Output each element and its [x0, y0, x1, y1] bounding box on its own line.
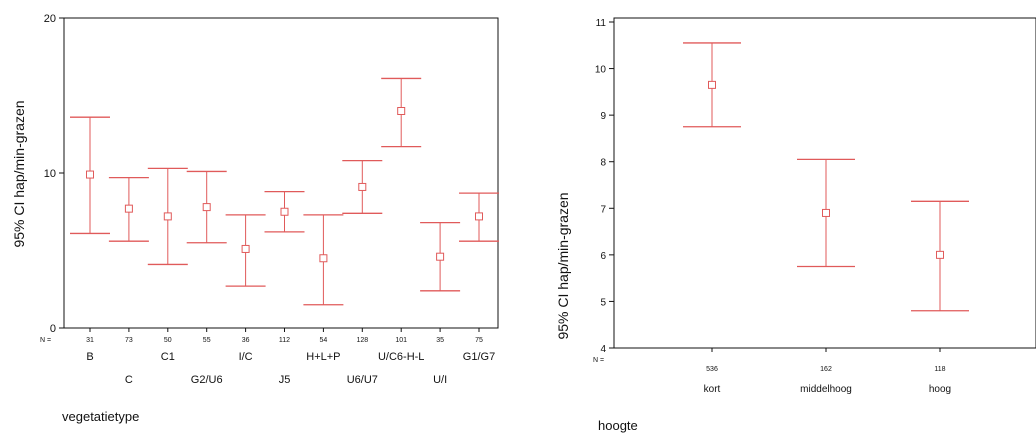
y-tick-label: 20: [44, 13, 56, 25]
mean-marker: [163, 212, 172, 221]
mean-marker: [475, 212, 483, 221]
n-count-label: 536: [706, 366, 718, 373]
y-tick-label: 7: [600, 204, 606, 215]
y-axis-label: 95% CI hap/min-grazen: [555, 192, 571, 339]
y-tick-label: 0: [50, 323, 56, 335]
plot-frame: [63, 17, 499, 329]
category-label: I/C: [239, 351, 253, 363]
mean-marker: [241, 244, 250, 253]
category-labels: 536 kort 162 middelhoog 118 hoog: [704, 348, 951, 395]
n-label: N =: [593, 357, 604, 364]
n-count-label: 36: [242, 337, 250, 344]
category-label: hoog: [929, 384, 951, 395]
n-count-label: 55: [203, 337, 211, 344]
category-label: kort: [704, 384, 721, 395]
category-label: C: [125, 374, 133, 386]
mean-marker: [202, 203, 211, 212]
category-label: U/C6-H-L: [378, 351, 424, 363]
chart-hoogte: 95% CI hap/min-grazen hoogte N = 4 5 6 7 8 9 1…: [555, 17, 1036, 433]
category-labels: 31 B 73 C 50 C1 55 G2/U6 36 I/C 112 J5 54 H+L+P 128 U6/…: [86, 328, 495, 386]
mean-marker: [280, 207, 289, 216]
y-tick-label: 6: [600, 251, 606, 262]
category-label: H+L+P: [306, 351, 340, 363]
mean-marker: [86, 170, 94, 179]
n-count-label: 101: [395, 337, 407, 344]
mean-marker: [358, 182, 367, 191]
n-label: N =: [40, 337, 51, 344]
mean-marker: [708, 80, 716, 89]
plot-frame: [613, 17, 1036, 349]
n-count-label: 31: [86, 337, 94, 344]
category-label: middelhoog: [800, 384, 852, 395]
mean-marker: [436, 252, 445, 261]
n-count-label: 75: [475, 337, 483, 344]
y-tick-label: 4: [600, 344, 606, 355]
category-label: B: [86, 351, 93, 363]
category-label: G1/G7: [463, 351, 495, 363]
category-label: G2/U6: [191, 374, 223, 386]
mean-marker: [822, 208, 830, 217]
y-ticks: 0 10 20: [44, 13, 64, 335]
n-count-label: 118: [934, 366, 945, 373]
n-count-label: 54: [320, 337, 328, 344]
x-axis-label: vegetatietype: [62, 409, 139, 424]
n-count-label: 162: [820, 366, 832, 373]
x-axis-label: hoogte: [598, 418, 638, 433]
y-tick-label: 10: [595, 65, 607, 76]
y-tick-label: 5: [600, 297, 606, 308]
n-count-label: 112: [279, 337, 290, 344]
category-label: U/I: [433, 374, 447, 386]
error-bars: [683, 42, 969, 312]
n-count-label: 35: [436, 337, 444, 344]
category-label: U6/U7: [347, 374, 378, 386]
n-count-label: 73: [125, 337, 133, 344]
y-tick-label: 11: [596, 18, 607, 29]
n-count-label: 50: [164, 337, 172, 344]
mean-marker: [319, 254, 328, 263]
y-ticks: 4 5 6 7 8 9 10 11: [595, 18, 614, 355]
y-axis-label: 95% CI hap/min-grazen: [11, 100, 27, 247]
category-label: J5: [279, 374, 291, 386]
y-tick-label: 10: [44, 168, 56, 180]
chart-vegetatietype: 95% CI hap/min-grazen vegetatietype N = …: [11, 13, 499, 424]
mean-marker: [936, 250, 944, 259]
n-count-label: 128: [356, 337, 368, 344]
mean-marker: [124, 204, 133, 213]
category-label: C1: [161, 351, 175, 363]
y-tick-label: 9: [600, 111, 606, 122]
y-tick-label: 8: [600, 158, 606, 169]
mean-marker: [397, 107, 406, 115]
error-bars: [70, 77, 499, 306]
